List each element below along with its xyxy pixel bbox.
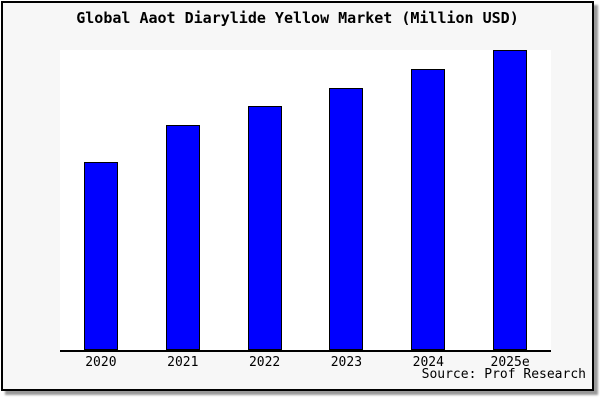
x-tick-label-2020: 2020 (85, 355, 117, 370)
x-axis-labels: 2020 2021 2022 2023 2024 2025e (3, 355, 592, 371)
bar-2022 (247, 106, 282, 350)
x-tick-label-2023: 2023 (330, 355, 363, 370)
chart-frame: Global Aaot Diarylide Yellow Market (Mil… (1, 1, 594, 391)
x-tick-label-2024: 2024 (412, 355, 444, 370)
bar-2021 (165, 125, 200, 350)
bar-2024 (411, 69, 446, 350)
bar-2023 (329, 88, 364, 350)
plot-area (60, 50, 551, 352)
x-tick-label-2021: 2021 (167, 355, 199, 370)
bar-2025e (493, 50, 528, 350)
bar-2020 (83, 162, 118, 350)
chart-title: Global Aaot Diarylide Yellow Market (Mil… (76, 9, 519, 27)
x-tick-label-2025e: 2025e (490, 355, 530, 370)
x-tick-label-2022: 2022 (248, 355, 281, 370)
source-label: Source: Prof Research (421, 367, 586, 382)
